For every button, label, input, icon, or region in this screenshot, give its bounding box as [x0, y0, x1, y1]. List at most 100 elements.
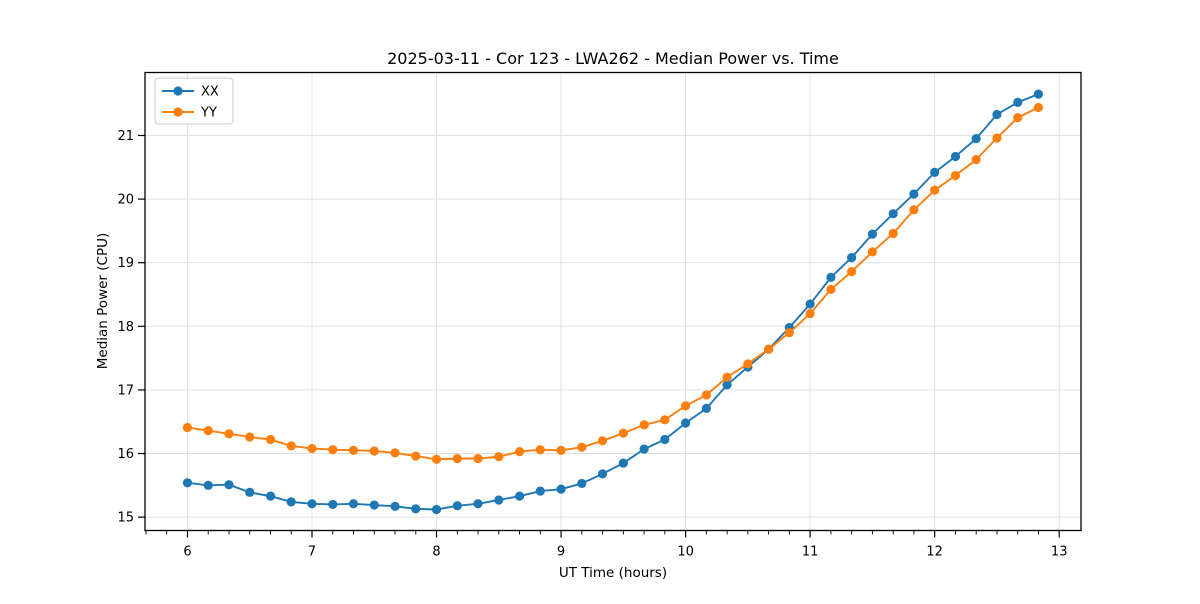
data-point-marker: [950, 151, 961, 162]
x-tick-label: 10: [677, 545, 694, 560]
legend-box: [154, 77, 234, 125]
data-point-marker: [867, 247, 878, 257]
x-tick-label: 7: [308, 545, 316, 560]
legend-entry-label: YY: [200, 106, 217, 121]
data-point-marker: [431, 454, 442, 464]
data-point-marker: [577, 478, 587, 489]
data-point-marker: [867, 229, 878, 239]
data-point-marker: [577, 442, 587, 452]
data-point-marker: [888, 209, 898, 219]
grid-lines: [145, 72, 1081, 531]
chart-title: 2025-03-11 - Cor 123 - LWA262 - Median P…: [387, 49, 839, 68]
data-point-marker: [390, 501, 400, 511]
data-point-marker: [743, 359, 753, 369]
data-point-marker: [514, 447, 525, 457]
data-point-marker: [494, 495, 504, 505]
data-point-marker: [764, 344, 774, 354]
plot-border: [144, 71, 1082, 532]
data-point-marker: [784, 328, 794, 338]
data-point-marker: [722, 372, 732, 382]
data-point-marker: [535, 486, 545, 496]
data-point-marker: [930, 185, 940, 195]
data-point-marker: [514, 491, 525, 501]
x-tick-label: 9: [557, 545, 565, 560]
data-point-marker: [618, 458, 628, 468]
x-tick-label: 8: [432, 545, 440, 560]
legend-swatch-marker: [173, 107, 183, 117]
y-tick-label: 17: [117, 383, 134, 398]
data-point-marker: [245, 432, 255, 442]
data-point-marker: [681, 401, 691, 411]
data-point-marker: [348, 445, 359, 455]
x-tick-label: 11: [802, 545, 819, 560]
y-tick-label: 16: [117, 447, 134, 462]
data-point-marker: [224, 480, 234, 490]
data-point-marker: [431, 504, 442, 515]
data-point-marker: [390, 448, 400, 458]
data-point-marker: [701, 390, 712, 400]
data-point-marker: [992, 133, 1002, 143]
data-point-marker: [473, 499, 483, 509]
legend-entry-label: XX: [201, 85, 219, 100]
data-point-marker: [950, 170, 961, 181]
data-point-marker: [909, 205, 919, 215]
data-point-marker: [847, 267, 857, 277]
data-point-marker: [265, 491, 276, 501]
data-point-marker: [805, 299, 815, 309]
data-point-marker: [992, 109, 1002, 120]
data-point-marker: [847, 253, 857, 263]
data-point-marker: [556, 445, 566, 455]
data-point-marker: [1033, 102, 1044, 113]
series-xx-markers: [182, 89, 1044, 515]
data-point-marker: [224, 429, 234, 439]
data-point-marker: [660, 434, 670, 445]
data-point-marker: [888, 228, 898, 239]
data-point-marker: [328, 445, 338, 455]
data-point-marker: [369, 500, 379, 510]
legend: XX YY: [154, 77, 234, 125]
data-point-marker: [348, 499, 359, 509]
series-yy-line: [187, 106, 1039, 461]
data-point-marker: [473, 454, 483, 464]
data-point-marker: [826, 272, 836, 282]
data-point-marker: [535, 445, 545, 455]
data-point-marker: [971, 134, 981, 144]
data-point-marker: [411, 451, 421, 461]
data-point-marker: [411, 504, 421, 514]
data-point-marker: [1013, 97, 1023, 107]
x-tick-label: 12: [926, 545, 943, 560]
axes-ticks: 6 7 8 9 10 11 12 13 15 16 17 18 19 20 21: [117, 129, 1067, 560]
y-tick-label: 21: [117, 129, 134, 144]
data-point-marker: [618, 428, 628, 438]
data-point-marker: [452, 454, 462, 464]
data-point-marker: [639, 444, 649, 454]
data-point-marker: [286, 497, 296, 507]
data-point-marker: [245, 487, 255, 497]
data-point-marker: [826, 284, 836, 295]
data-point-marker: [182, 478, 193, 488]
data-point-marker: [701, 403, 712, 413]
series-yy-markers: [182, 102, 1044, 464]
data-point-marker: [1013, 113, 1023, 123]
data-point-marker: [182, 422, 193, 433]
y-tick-label: 18: [117, 320, 134, 335]
data-point-marker: [971, 155, 981, 165]
data-point-marker: [639, 420, 649, 430]
data-point-marker: [556, 484, 566, 494]
data-point-marker: [265, 434, 276, 445]
data-point-marker: [203, 426, 213, 436]
data-point-marker: [660, 415, 670, 425]
data-point-marker: [805, 308, 815, 319]
data-point-marker: [909, 189, 919, 199]
y-tick-label: 20: [117, 193, 134, 208]
data-point-marker: [930, 167, 940, 177]
data-point-marker: [328, 499, 338, 510]
data-point-marker: [369, 446, 379, 456]
data-point-marker: [1033, 89, 1044, 99]
x-tick-label: 13: [1051, 545, 1068, 560]
data-point-marker: [597, 436, 608, 446]
x-axis-label: UT Time (hours): [559, 565, 667, 581]
x-tick-label: 6: [183, 545, 191, 560]
